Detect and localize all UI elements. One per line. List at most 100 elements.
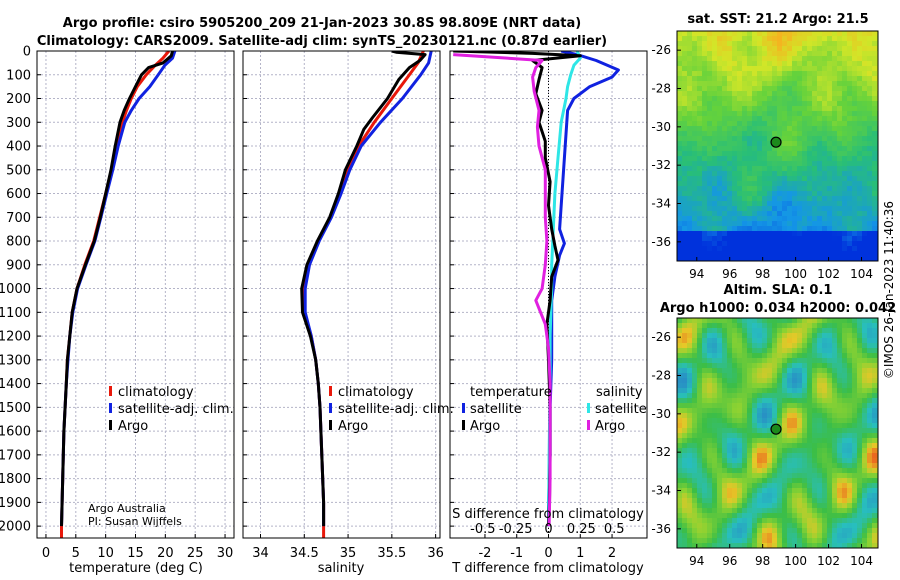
heatmap-cell <box>847 256 853 261</box>
heatmap-cell <box>707 221 713 227</box>
heatmap-cell <box>737 41 743 47</box>
heatmap-cell <box>777 333 783 339</box>
heatmap-cell <box>687 171 693 177</box>
heatmap-cell <box>787 503 793 509</box>
heatmap-cell <box>687 453 693 459</box>
heatmap-cell <box>772 418 778 424</box>
heatmap-cell <box>822 181 828 187</box>
heatmap-cell <box>797 398 803 404</box>
heatmap-cell <box>712 443 718 449</box>
heatmap-cell <box>682 453 688 459</box>
heatmap-cell <box>692 428 698 434</box>
heatmap-cell <box>762 226 768 232</box>
heatmap-cell <box>707 438 713 444</box>
heatmap-cell <box>792 338 798 344</box>
heatmap-cell <box>697 61 703 67</box>
heatmap-cell <box>717 121 723 127</box>
heatmap-cell <box>792 71 798 77</box>
heatmap-cell <box>817 498 823 504</box>
heatmap-cell <box>847 46 853 52</box>
heatmap-cell <box>837 51 843 57</box>
heatmap-cell <box>757 473 763 479</box>
heatmap-cell <box>747 538 753 544</box>
heatmap-cell <box>792 161 798 167</box>
heatmap-cell <box>682 468 688 474</box>
heatmap-cell <box>862 533 868 539</box>
heatmap-cell <box>792 201 798 207</box>
heatmap-cell <box>687 156 693 162</box>
heatmap-cell <box>802 453 808 459</box>
heatmap-cell <box>822 136 828 142</box>
salinity-legend: climatology satellite-adj. clim. Argo <box>329 385 454 434</box>
heatmap-cell <box>847 398 853 404</box>
heatmap-cell <box>777 166 783 172</box>
heatmap-cell <box>867 443 873 449</box>
heatmap-cell <box>777 86 783 92</box>
heatmap-cell <box>802 231 808 237</box>
heatmap-cell <box>842 438 848 444</box>
heatmap-cell <box>827 423 833 429</box>
heatmap-cell <box>797 136 803 142</box>
heatmap-cell <box>847 116 853 122</box>
heatmap-cell <box>787 423 793 429</box>
heatmap-cell <box>782 493 788 499</box>
heatmap-cell <box>757 226 763 232</box>
heatmap-cell <box>802 31 808 37</box>
heatmap-cell <box>867 418 873 424</box>
difference-lines <box>453 51 620 527</box>
heatmap-cell <box>732 493 738 499</box>
heatmap-cell <box>857 453 863 459</box>
legend-title-temperature: temperature <box>470 385 552 400</box>
heatmap-cell <box>722 378 728 384</box>
heatmap-cell <box>692 483 698 489</box>
lon-tick-label: 104 <box>850 267 873 281</box>
heatmap-cell <box>772 216 778 222</box>
heatmap-cell <box>842 328 848 334</box>
heatmap-cell <box>787 508 793 514</box>
heatmap-cell <box>687 473 693 479</box>
heatmap-cell <box>842 388 848 394</box>
heatmap-cell <box>692 136 698 142</box>
heatmap-cell <box>717 328 723 334</box>
heatmap-cell <box>712 338 718 344</box>
heatmap-cell <box>802 176 808 182</box>
heatmap-cell <box>742 533 748 539</box>
heatmap-cell <box>747 221 753 227</box>
heatmap-cell <box>742 528 748 534</box>
heatmap-cell <box>817 503 823 509</box>
heatmap-cell <box>702 528 708 534</box>
heatmap-cell <box>707 428 713 434</box>
heatmap-cell <box>787 46 793 52</box>
heatmap-cell <box>797 46 803 52</box>
heatmap-cell <box>797 31 803 37</box>
heatmap-cell <box>707 226 713 232</box>
heatmap-cell <box>862 518 868 524</box>
heatmap-cell <box>822 373 828 379</box>
heatmap-cell <box>812 318 818 324</box>
heatmap-cell <box>687 41 693 47</box>
heatmap-cell <box>712 328 718 334</box>
heatmap-cell <box>762 96 768 102</box>
temperature-frame <box>36 50 235 539</box>
heatmap-cell <box>812 513 818 519</box>
heatmap-cell <box>742 468 748 474</box>
heatmap-cell <box>687 201 693 207</box>
heatmap-cell <box>767 216 773 222</box>
heatmap-cell <box>682 343 688 349</box>
heatmap-cell <box>722 448 728 454</box>
heatmap-cell <box>847 246 853 252</box>
heatmap-cell <box>827 81 833 87</box>
heatmap-cell <box>742 373 748 379</box>
series-line-argo <box>60 51 174 527</box>
heatmap-cell <box>852 328 858 334</box>
heatmap-cell <box>802 383 808 389</box>
heatmap-cell <box>872 383 878 389</box>
heatmap-cell <box>827 388 833 394</box>
heatmap-cell <box>862 433 868 439</box>
heatmap-cell <box>797 86 803 92</box>
heatmap-cell <box>752 328 758 334</box>
heatmap-cell <box>737 131 743 137</box>
heatmap-cell <box>817 323 823 329</box>
heatmap-cell <box>732 181 738 187</box>
heatmap-cell <box>812 126 818 132</box>
